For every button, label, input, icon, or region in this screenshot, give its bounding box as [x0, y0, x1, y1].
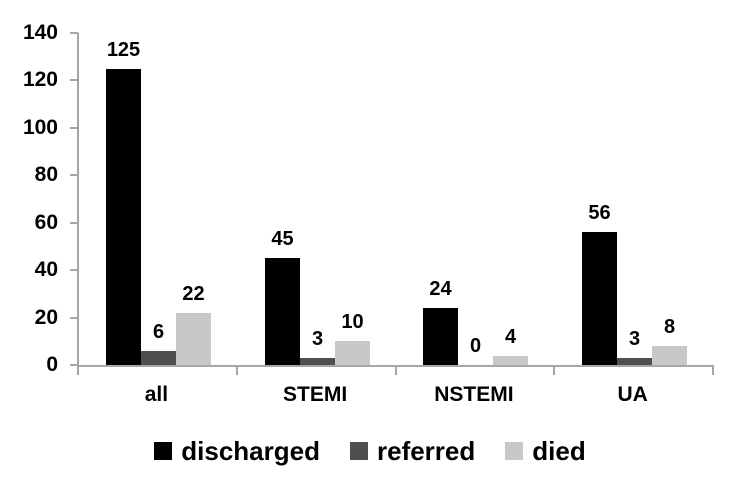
value-label-discharged-NSTEMI: 24 — [429, 278, 452, 300]
legend-label-died: died — [532, 436, 586, 466]
legend-swatch-referred — [349, 442, 368, 460]
bar-referred-STEMI — [300, 358, 335, 365]
value-label-discharged-all: 125 — [106, 39, 141, 61]
bar-discharged-all — [106, 69, 141, 365]
y-tick-label-120: 120 — [22, 68, 58, 92]
legend: discharged referred died — [0, 436, 740, 466]
legend-item-referred: referred — [349, 436, 476, 466]
bar-discharged-STEMI — [265, 258, 300, 365]
x-tick-mark — [553, 367, 555, 375]
legend-label-referred: referred — [376, 436, 476, 466]
value-label-died-all: 22 — [182, 283, 205, 305]
y-tick-mark — [70, 364, 78, 366]
bar-died-UA — [652, 346, 687, 365]
value-label-referred-NSTEMI: 0 — [469, 335, 482, 357]
y-tick-label-20: 20 — [34, 305, 58, 329]
bar-died-all — [176, 313, 211, 365]
bar-discharged-UA — [582, 232, 617, 365]
y-tick-label-60: 60 — [34, 210, 58, 234]
x-tick-mark — [77, 367, 79, 375]
y-tick-label-0: 0 — [46, 353, 58, 376]
plot-area: 125 6 22 45 3 10 24 0 4 56 3 8 — [77, 33, 714, 367]
y-tick-mark — [70, 221, 78, 224]
x-category-label-UA: UA — [617, 383, 648, 406]
y-tick-label-40: 40 — [34, 258, 58, 282]
legend-swatch-died — [505, 442, 524, 460]
value-label-referred-UA: 3 — [628, 328, 641, 350]
bar-referred-all — [141, 351, 176, 365]
y-tick-label-80: 80 — [34, 163, 58, 187]
x-category-label-all: all — [144, 383, 169, 406]
x-tick-mark — [236, 367, 238, 375]
legend-label-discharged: discharged — [181, 436, 320, 466]
x-category-label-STEMI: STEMI — [283, 383, 348, 406]
value-label-died-NSTEMI: 4 — [504, 326, 517, 348]
value-label-discharged-UA: 56 — [588, 202, 611, 224]
legend-swatch-discharged — [154, 442, 173, 460]
y-tick-mark — [70, 32, 78, 34]
value-label-referred-all: 6 — [152, 321, 165, 343]
x-tick-mark — [712, 367, 714, 375]
y-tick-label-140: 140 — [22, 21, 58, 44]
x-tick-mark — [395, 367, 397, 375]
legend-item-died: died — [505, 436, 586, 466]
bar-discharged-NSTEMI — [423, 308, 458, 365]
y-tick-mark — [70, 174, 78, 177]
value-label-died-UA: 8 — [663, 316, 676, 338]
y-tick-label-100: 100 — [22, 115, 58, 139]
y-tick-mark — [70, 269, 78, 272]
y-tick-mark — [70, 126, 78, 129]
y-tick-mark — [70, 316, 78, 319]
value-label-referred-STEMI: 3 — [311, 328, 324, 350]
bar-died-STEMI — [335, 341, 370, 365]
value-label-discharged-STEMI: 45 — [271, 228, 294, 250]
legend-item-discharged: discharged — [154, 436, 320, 466]
value-label-died-STEMI: 10 — [341, 311, 364, 333]
bar-referred-UA — [617, 358, 652, 365]
bar-died-NSTEMI — [493, 356, 528, 365]
y-tick-mark — [70, 79, 78, 82]
x-category-label-NSTEMI: NSTEMI — [434, 383, 514, 406]
